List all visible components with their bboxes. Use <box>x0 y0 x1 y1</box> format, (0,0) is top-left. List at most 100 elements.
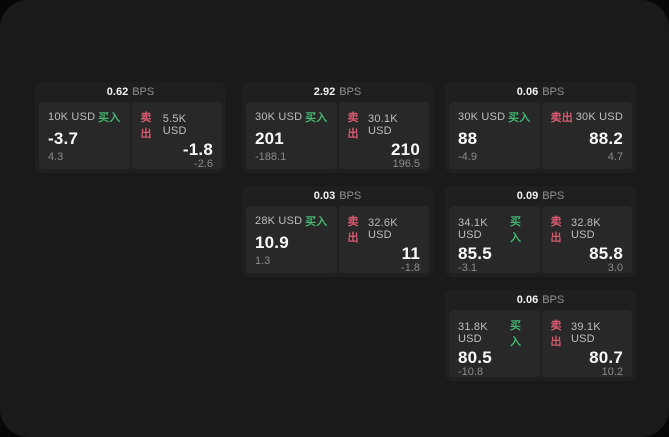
sell-size: 32.8K USD <box>571 217 601 241</box>
spread-value: 0.03 <box>313 190 336 202</box>
buy-panel[interactable]: 30K USD 买入 88 -4.9 <box>449 102 540 169</box>
buy-meta: 30K USD 买入 <box>255 109 328 125</box>
buy-panel[interactable]: 28K USD 买入 10.9 1.3 <box>246 206 337 273</box>
sell-panel[interactable]: 卖出 30.1K USD 210 196.5 <box>338 102 429 170</box>
quote-card: 0.09 BPS 34.1K USD 买入 85.5 -3.1 卖出 32.8K… <box>445 186 636 277</box>
sell-size: 39.1K USD <box>571 321 601 345</box>
buy-label: 买入 <box>510 320 522 348</box>
sell-size: 32.6K USD <box>368 217 398 241</box>
buy-delta: -3.1 <box>458 262 477 274</box>
sell-price: 11 <box>401 244 420 263</box>
spread-header: 0.09 BPS <box>445 186 636 206</box>
sell-label: 卖出 <box>550 320 562 348</box>
sell-delta: 3.0 <box>607 262 623 274</box>
sell-label: 卖出 <box>140 112 152 140</box>
quote-card: 0.03 BPS 28K USD 买入 10.9 1.3 卖出 32.6K US… <box>242 186 433 277</box>
sell-meta: 卖出 30K USD <box>551 109 624 125</box>
sell-label: 卖出 <box>347 216 359 244</box>
buy-size: 28K USD <box>255 215 303 227</box>
buy-panel[interactable]: 30K USD 买入 201 -188.1 <box>246 102 337 169</box>
sell-price: 80.7 <box>589 348 623 367</box>
buy-meta: 31.8K USD 买入 <box>458 317 531 349</box>
sell-panel[interactable]: 卖出 32.8K USD 85.8 3.0 <box>541 206 632 274</box>
buy-panel[interactable]: 10K USD 买入 -3.7 4.3 <box>39 102 130 169</box>
sell-panel[interactable]: 卖出 5.5K USD -1.8 -2.6 <box>131 102 222 170</box>
sell-label: 卖出 <box>550 216 562 244</box>
spread-unit: BPS <box>542 86 565 98</box>
sell-price: 88.2 <box>589 128 623 148</box>
buy-delta: -4.9 <box>458 151 477 163</box>
spread-unit: BPS <box>132 86 155 98</box>
spread-header: 0.06 BPS <box>445 82 636 102</box>
quote-card: 0.06 BPS 31.8K USD 买入 80.5 -10.8 卖出 39.1… <box>445 290 636 381</box>
sell-panel[interactable]: 卖出 32.6K USD 11 -1.8 <box>338 206 429 274</box>
quote-panels: 30K USD 买入 201 -188.1 卖出 30.1K USD 210 1… <box>242 102 433 173</box>
sell-meta: 卖出 5.5K USD <box>141 109 214 141</box>
spread-value: 0.62 <box>106 86 129 98</box>
buy-price: 80.5 <box>458 348 492 367</box>
buy-delta: -188.1 <box>255 151 287 163</box>
spread-unit: BPS <box>339 86 362 98</box>
sell-meta: 卖出 32.6K USD <box>348 213 421 245</box>
sell-delta: 196.5 <box>392 158 420 170</box>
sell-meta: 卖出 39.1K USD <box>551 317 624 349</box>
sell-size: 5.5K USD <box>162 113 187 137</box>
buy-delta: -10.8 <box>458 366 484 378</box>
buy-meta: 30K USD 买入 <box>458 109 531 125</box>
buy-panel[interactable]: 31.8K USD 买入 80.5 -10.8 <box>449 310 540 378</box>
quote-panels: 34.1K USD 买入 85.5 -3.1 卖出 32.8K USD 85.8… <box>445 206 636 277</box>
sell-delta: 10.2 <box>601 366 623 378</box>
buy-panel[interactable]: 34.1K USD 买入 85.5 -3.1 <box>449 206 540 274</box>
buy-price: -3.7 <box>48 128 79 148</box>
buy-price: 10.9 <box>255 232 289 252</box>
spread-header: 0.06 BPS <box>445 290 636 310</box>
spread-value: 2.92 <box>313 86 336 98</box>
sell-size: 30K USD <box>575 111 623 123</box>
quote-panels: 10K USD 买入 -3.7 4.3 卖出 5.5K USD -1.8 -2.… <box>35 102 226 173</box>
sell-size: 30.1K USD <box>368 113 398 137</box>
buy-price: 88 <box>458 128 478 148</box>
buy-size: 34.1K USD <box>458 217 488 241</box>
spread-unit: BPS <box>542 294 565 306</box>
quote-card: 0.06 BPS 30K USD 买入 88 -4.9 卖出 30K USD 8… <box>445 82 636 173</box>
buy-label: 买入 <box>508 112 531 124</box>
buy-label: 买入 <box>98 112 121 124</box>
quote-card: 2.92 BPS 30K USD 买入 201 -188.1 卖出 30.1K … <box>242 82 433 173</box>
sell-delta: 4.7 <box>607 151 623 163</box>
sell-price: 85.8 <box>589 244 623 263</box>
quote-panels: 28K USD 买入 10.9 1.3 卖出 32.6K USD 11 -1.8 <box>242 206 433 277</box>
spread-value: 0.06 <box>516 294 539 306</box>
buy-meta: 28K USD 买入 <box>255 213 328 229</box>
buy-size: 30K USD <box>458 111 506 123</box>
sell-panel[interactable]: 卖出 30K USD 88.2 4.7 <box>541 102 632 169</box>
sell-delta: -2.6 <box>194 158 213 170</box>
buy-size: 10K USD <box>48 111 96 123</box>
buy-label: 买入 <box>510 216 522 244</box>
spread-header: 2.92 BPS <box>242 82 433 102</box>
spread-value: 0.06 <box>516 86 539 98</box>
sell-panel[interactable]: 卖出 39.1K USD 80.7 10.2 <box>541 310 632 378</box>
sell-price: 210 <box>391 140 420 159</box>
spread-unit: BPS <box>542 190 565 202</box>
buy-meta: 34.1K USD 买入 <box>458 213 531 245</box>
sell-delta: -1.8 <box>401 262 420 274</box>
spread-header: 0.62 BPS <box>35 82 226 102</box>
buy-delta: 4.3 <box>48 151 64 163</box>
buy-meta: 10K USD 买入 <box>48 109 121 125</box>
buy-price: 201 <box>255 128 284 148</box>
spread-value: 0.09 <box>516 190 539 202</box>
quote-panels: 31.8K USD 买入 80.5 -10.8 卖出 39.1K USD 80.… <box>445 310 636 381</box>
sell-label: 卖出 <box>347 112 359 140</box>
spread-header: 0.03 BPS <box>242 186 433 206</box>
spread-unit: BPS <box>339 190 362 202</box>
quote-panels: 30K USD 买入 88 -4.9 卖出 30K USD 88.2 4.7 <box>445 102 636 173</box>
sell-meta: 卖出 32.8K USD <box>551 213 624 245</box>
buy-size: 30K USD <box>255 111 303 123</box>
buy-label: 买入 <box>305 216 328 228</box>
sell-price: -1.8 <box>182 140 213 159</box>
sell-meta: 卖出 30.1K USD <box>348 109 421 141</box>
buy-label: 买入 <box>305 112 328 124</box>
buy-size: 31.8K USD <box>458 321 488 345</box>
buy-price: 85.5 <box>458 244 492 263</box>
